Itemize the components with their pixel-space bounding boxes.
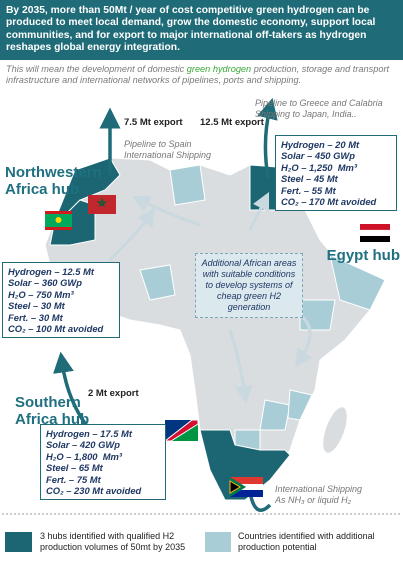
stat-line: Solar – 420 GWp [46,439,120,451]
hub-name: Egypt hub [326,247,400,264]
legend-label: Countries identified with additional pro… [238,531,375,552]
legend-swatch-potential [205,532,231,552]
stat-line: Hydrogen – 17.5 Mt [46,428,132,439]
subtitle-highlight: green hydrogen [186,64,252,74]
stat-line: Fert. – 55 Mt [281,184,336,196]
legend-swatch-hub [5,532,32,552]
stat-line: H₂O – 1,250 Mm³ [281,161,357,173]
header: By 2035, more than 50Mt / year of cost c… [0,0,403,60]
stat-line: Hydrogen – 20 Mt [281,139,360,150]
export-label: 7.5 Mt export [124,117,183,128]
stat-line: Solar – 450 GWp [281,150,355,162]
stat-line: CO₂ – 170 Mt avoided [281,196,377,208]
hub-name-block: Northwestern Africa hub [5,164,125,198]
additional-areas: Additional African areas with suitable c… [195,253,303,318]
subtitle-text: production, storage and transport infras… [6,64,390,85]
route-label-block: International Shipping As NH₃ or liquid H… [275,484,400,506]
hub-name: Africa hub [15,411,90,428]
stat-line: Steel – 30 Mt [8,300,65,312]
potential-countries [139,164,386,451]
stat-line: H₂O – 1,800 Mm³ [46,450,122,462]
route-label: As NH₃ or liquid H₂ [275,495,352,505]
hub-stats: Hydrogen – 12.5 Mt Solar – 360 GWp H₂O – 7… [2,262,120,339]
subtitle: This will mean the development of domest… [6,64,398,86]
export-label: 12.5 Mt export [200,117,264,128]
hub-stats: Hydrogen – 20 Mt Solar – 450 GWp H₂O – 1,2… [275,135,397,212]
stat-line: Hydrogen – 12.5 Mt [8,266,94,277]
export-label: 2 Mt export [88,388,139,399]
stat-line: Steel – 45 Mt [281,173,338,185]
route-label-block: Pipeline to Spain International Shipping [124,139,254,161]
stat-line: H₂O – 750 Mm³ [8,288,74,300]
hub-name: Africa hub [5,181,80,198]
stat-line: Steel – 65 Mt [46,462,103,474]
stat-line: Fert. – 75 Mt [46,473,101,485]
madagascar [323,407,347,453]
route-label: International Shipping [275,484,363,494]
route-label: Shipping to Japan, India.. [255,109,357,119]
flags [45,195,391,497]
route-label: Pipeline to Spain [124,139,192,149]
subtitle-text: This will mean the development of domest… [6,64,187,74]
stat-line: CO₂ – 100 Mt avoided [8,323,104,335]
hub-name: Southern [15,394,81,411]
route-label: Pipeline to Greece and Calabria [255,98,383,108]
route-label: International Shipping [124,150,212,160]
hub-name-block: Egypt hub [322,247,400,264]
stat-line: Fert. – 30 Mt [8,311,63,323]
hub-name-block: Southern Africa hub [15,394,105,428]
hub-stats: Hydrogen – 17.5 Mt Solar – 420 GWp H₂O – 1… [40,424,166,501]
stat-line: CO₂ – 230 Mt avoided [46,485,142,497]
hub-name: Northwestern [5,164,102,181]
legend-label: 3 hubs identified with qualified H2 prod… [40,531,186,552]
stat-line: Solar – 360 GWp [8,277,82,289]
route-label-block: Pipeline to Greece and Calabria Shipping … [255,98,400,120]
